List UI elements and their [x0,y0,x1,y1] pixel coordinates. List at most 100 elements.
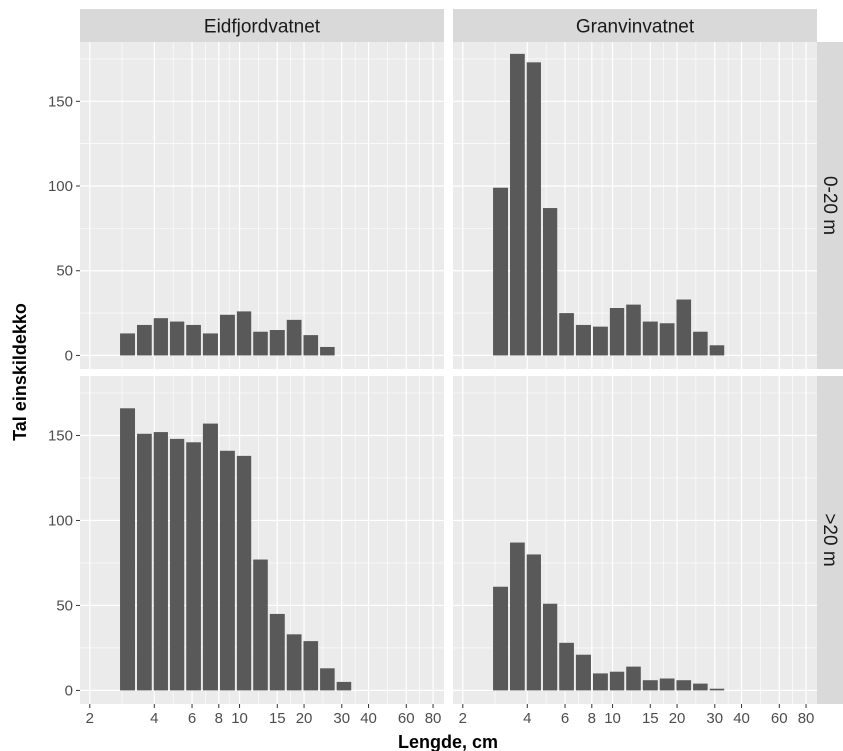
x-tick-label: 8 [215,710,223,727]
histogram-bar [153,432,168,691]
panel-0-0 [80,42,444,369]
x-tick-label: 2 [459,710,467,727]
x-tick-label: 60 [771,710,788,727]
histogram-bar [186,324,201,356]
histogram-bar [303,641,319,691]
histogram-bar [137,433,152,691]
x-tick-label: 15 [642,710,659,727]
y-tick-label: 100 [48,512,73,529]
x-tick-label: 30 [333,710,350,727]
x-tick-label: 30 [706,710,723,727]
histogram-bar [592,326,608,356]
histogram-bar [336,681,352,691]
histogram-bar [592,673,608,691]
histogram-bar [526,554,541,691]
histogram-bar [153,318,168,356]
histogram-bar [236,455,252,691]
histogram-bar [542,603,558,691]
panel-1-1 [453,376,817,704]
histogram-bar [626,666,641,691]
histogram-bar [219,450,235,691]
x-tick-label: 60 [398,710,415,727]
histogram-bar [253,559,268,691]
x-tick-label: 4 [523,710,531,727]
histogram-bar [137,324,152,356]
histogram-bar [493,187,509,356]
histogram-bar [219,314,235,356]
histogram-bar [676,299,692,356]
histogram-bar [286,319,302,356]
histogram-bar [169,321,185,356]
y-tick-label: 50 [56,597,73,614]
y-tick-label: 150 [48,93,73,110]
y-tick-label: 50 [56,263,73,280]
histogram-bar [709,688,725,691]
column-strip [453,9,817,42]
histogram-bar [510,542,525,691]
x-tick-label: 40 [360,710,377,727]
histogram-bar [693,683,708,691]
histogram-bar [120,333,136,356]
column-strip [80,9,444,42]
histogram-bar [320,346,335,356]
histogram-bar [709,345,725,356]
x-tick-label: 6 [188,710,196,727]
histogram-bar [286,634,302,691]
histogram-bar [642,321,658,356]
histogram-bar [236,311,252,356]
histogram-bar [693,331,708,356]
histogram-bar [659,323,675,356]
x-tick-label: 15 [269,710,286,727]
panels-layer: Eidfjordvatnet Granvinvatnet 0-20 m >20 m 0 5… [48,9,843,727]
histogram-bar [609,308,625,356]
x-tick-label: 6 [561,710,569,727]
x-tick-label: 10 [604,710,621,727]
histogram-bar [559,313,574,356]
panel-1-0 [453,42,817,369]
histogram-bar [303,335,319,356]
x-tick-label: 80 [425,710,442,727]
y-tick-label: 150 [48,427,73,444]
histogram-bar [202,333,218,356]
row-strip-label: 0-20 m [819,176,840,235]
histogram-bar [202,423,218,691]
x-tick-label: 40 [733,710,750,727]
x-tick-label: 20 [296,710,313,727]
histogram-bar [676,680,692,691]
x-tick-label: 10 [231,710,248,727]
y-tick-label: 100 [48,178,73,195]
histogram-bar [559,642,574,691]
histogram-bar [659,678,675,691]
y-tick-label: 0 [65,347,73,364]
row-strip [817,42,843,369]
x-tick-label: 20 [669,710,686,727]
y-axis-title: Tal einskildekko [10,303,30,441]
histogram-bar [269,330,285,356]
histogram-bar [186,442,201,691]
histogram-bar [526,62,541,356]
row-strip [817,376,843,704]
histogram-bar [120,408,136,691]
histogram-bar [253,331,268,356]
column-strip-label: Eidfjordvatnet [204,17,321,38]
panel-0-1 [80,376,444,704]
x-axis-title: Lengde, cm [398,732,498,751]
histogram-bar [493,586,509,691]
row-strip-label: >20 m [819,513,840,566]
histogram-bar [269,613,285,691]
histogram-bar [542,208,558,356]
histogram-bar [575,654,591,691]
panel-background [80,42,444,369]
histogram-bar [642,680,658,691]
histogram-bar [510,53,525,356]
y-tick-label: 0 [65,682,73,699]
histogram-bar [320,668,335,691]
x-tick-label: 8 [588,710,596,727]
column-strip-label: Granvinvatnet [576,17,695,38]
x-tick-label: 2 [86,710,94,727]
histogram-bar [626,304,641,356]
histogram-bar [575,324,591,356]
x-tick-label: 4 [150,710,158,727]
histogram-bar [609,671,625,691]
